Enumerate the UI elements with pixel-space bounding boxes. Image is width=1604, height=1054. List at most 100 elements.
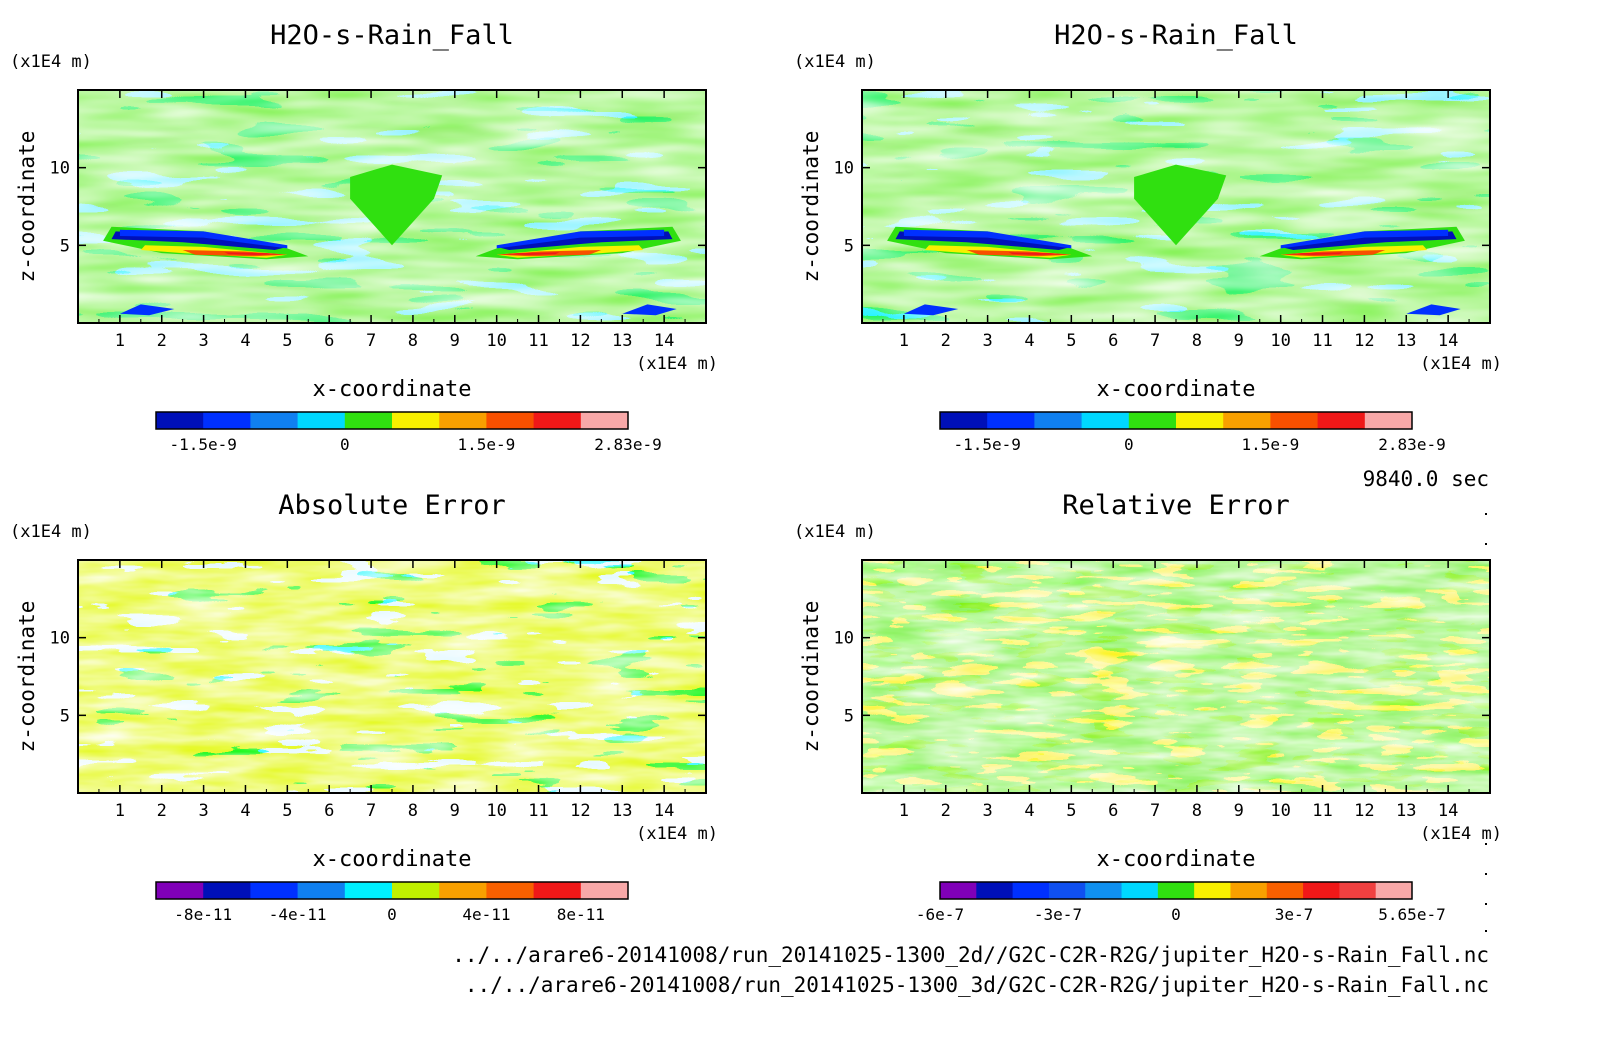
x-tick-label: 11 [1312,801,1332,821]
x-tick-label: 4 [240,801,250,821]
colorbar-tick-label: 2.83e-9 [594,435,661,454]
x-tick-label: 10 [486,331,506,351]
contour-band [1134,164,1227,246]
x-tick-label: 12 [570,801,590,821]
panels: H2O-s-Rain_Fall(x1E4 m)1 2 3 4 5 6 7 8 9 10 11 12 13… [10,20,1502,924]
colorbar-swatch [156,882,204,899]
x-tick-label: 11 [528,331,548,351]
x-tick-label: 7 [1150,801,1160,821]
contour-band [1008,252,1068,255]
y-unit-label: (x1E4 m) [10,522,92,542]
x-tick-label: 13 [1396,331,1416,351]
colorbar-swatch [533,412,582,429]
colorbar-tick-label: 0 [1171,905,1181,924]
x-axis-label: x-coordinate [1097,847,1256,872]
colorbar-swatch [392,412,440,429]
x-tick-label: 10 [1270,331,1290,351]
colorbar-tick-label: -1.5e-9 [953,435,1020,454]
colorbar-swatch [1085,882,1123,899]
colorbar-tick-label: 0 [1124,435,1134,454]
x-tick-label: 8 [408,331,418,351]
x-tick-label: 8 [1192,801,1202,821]
x-tick-label: 9 [450,801,460,821]
x-tick-label: 3 [198,801,208,821]
colorbar-swatch [1121,882,1159,899]
x-tick-label: 12 [570,331,590,351]
y-tick-label: 5 [60,236,70,256]
chart-title: H2O-s-Rain_Fall [270,20,514,51]
y-axis-label: z-coordinate [15,131,39,283]
contour-band [119,229,288,249]
x-tick-label: 12 [1354,801,1374,821]
colorbar-swatch [1230,882,1268,899]
colorbar-swatch [486,882,535,899]
y-unit-label: (x1E4 m) [794,52,876,72]
x-unit-label: (x1E4 m) [636,354,718,374]
colorbar-swatch [1223,412,1271,429]
x-tick-label: 11 [1312,331,1332,351]
x-tick-label: 9 [450,331,460,351]
colorbar-swatch [1128,412,1177,429]
x-tick-label: 14 [1438,801,1458,821]
panel-2: Absolute Error(x1E4 m)1 2 3 4 5 6 7 8 9 10 11 12 13 1… [10,490,718,924]
contour-band [500,252,560,255]
colorbar-swatch [392,882,440,899]
colorbar-swatch [1012,882,1050,899]
x-tick-label: 2 [941,331,951,351]
colorbar-swatch [1375,882,1413,899]
chart-title: H2O-s-Rain_Fall [1054,20,1298,51]
colorbar-swatch [940,412,988,429]
colorbar-swatch [344,412,393,429]
time-label: 9840.0 sec [1363,467,1489,491]
x-tick-label: 3 [198,331,208,351]
colorbar-swatch [250,882,299,899]
x-tick-label: 6 [324,331,334,351]
colorbar-swatch [250,412,299,429]
file-path-3d: ../../arare6-20141008/run_20141025-1300_… [465,973,1489,997]
x-unit-label: (x1E4 m) [1420,354,1502,374]
contour-band [622,304,677,316]
x-tick-label: 14 [654,331,674,351]
colorbar-swatch [1303,882,1340,899]
x-tick-label: 9 [1234,801,1244,821]
colorbar-tick-label: 3e-7 [1275,905,1314,924]
x-tick-label: 7 [1150,331,1160,351]
colorbar-swatch [1364,412,1413,429]
x-tick-label: 4 [240,331,250,351]
colorbar-tick-label: 0 [387,905,397,924]
y-tick-label: 5 [844,706,854,726]
contour-band [496,229,665,249]
x-tick-label: 6 [1108,331,1118,351]
x-tick-label: 10 [486,801,506,821]
colorbar-swatch [1157,882,1195,899]
colorbar-tick-label: 1.5e-9 [458,435,516,454]
y-tick-label: 5 [844,236,854,256]
x-tick-label: 4 [1024,801,1034,821]
file-path-2d: ../../arare6-20141008/run_20141025-1300_… [452,943,1489,967]
colorbar-tick-label: 4e-11 [462,905,510,924]
x-tick-label: 2 [941,801,951,821]
colorbar-swatch [580,412,629,429]
x-unit-label: (x1E4 m) [636,824,718,844]
colorbar-swatch [1176,412,1224,429]
x-tick-label: 10 [1270,801,1290,821]
x-tick-label: 13 [612,331,632,351]
y-tick-label: 10 [834,159,854,179]
panel-0: H2O-s-Rain_Fall(x1E4 m)1 2 3 4 5 6 7 8 9 10 11 12 13… [10,20,718,454]
y-axis-label: z-coordinate [799,131,823,283]
colorbar-tick-label: 1.5e-9 [1242,435,1300,454]
colorbar-swatch [533,882,582,899]
x-tick-label: 4 [1024,331,1034,351]
colorbar-swatch [1034,412,1083,429]
x-tick-label: 5 [1066,801,1076,821]
chart-title: Relative Error [1062,490,1290,521]
x-axis-label: x-coordinate [1097,377,1256,402]
x-tick-label: 5 [1066,331,1076,351]
y-unit-label: (x1E4 m) [794,522,876,542]
colorbar-swatch [297,412,346,429]
colorbar-swatch [580,882,629,899]
x-tick-label: 1 [899,331,909,351]
colorbar-swatch [439,882,487,899]
colorbar-tick-label: -3e-7 [1034,905,1082,924]
x-tick-label: 3 [982,331,992,351]
